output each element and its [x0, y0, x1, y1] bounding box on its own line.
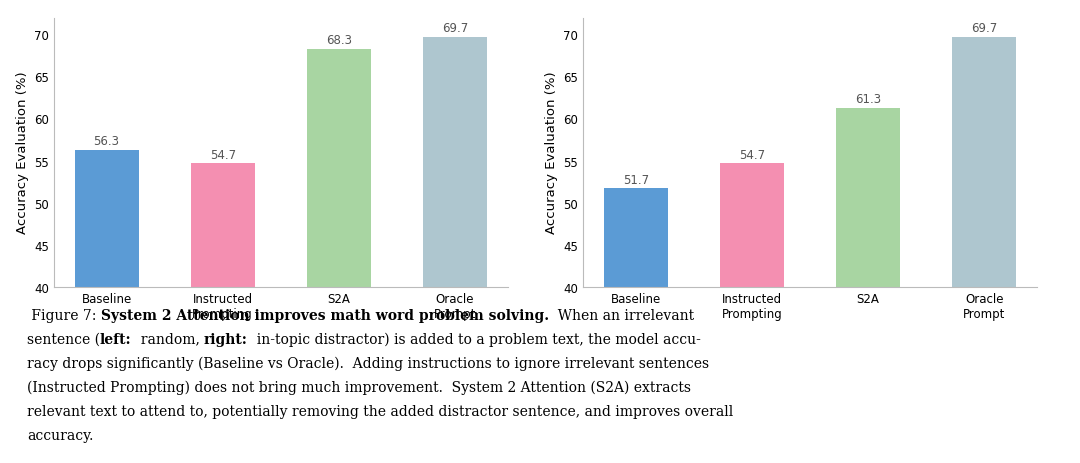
Bar	[191, 164, 255, 463]
Bar	[423, 38, 487, 463]
Text: System 2 Attention improves math word problem solving.: System 2 Attention improves math word pr…	[100, 308, 549, 322]
Text: 56.3: 56.3	[94, 135, 120, 148]
Bar	[307, 50, 370, 463]
Bar	[836, 108, 900, 463]
Text: 68.3: 68.3	[326, 34, 352, 47]
Text: racy drops significantly (Baseline vs Oracle).  Adding instructions to ignore ir: racy drops significantly (Baseline vs Or…	[27, 356, 710, 370]
Text: 54.7: 54.7	[739, 148, 765, 161]
Text: sentence (: sentence (	[27, 332, 100, 346]
Text: right:: right:	[204, 332, 247, 346]
Text: random,: random,	[132, 332, 204, 346]
Text: When an irrelevant: When an irrelevant	[549, 308, 694, 322]
Text: 69.7: 69.7	[971, 22, 997, 35]
Bar	[75, 150, 138, 463]
Text: 51.7: 51.7	[623, 173, 649, 186]
Bar	[604, 189, 667, 463]
Bar	[720, 164, 784, 463]
Text: left:: left:	[100, 332, 132, 346]
Y-axis label: Accuracy Evaluation (%): Accuracy Evaluation (%)	[545, 72, 558, 234]
Bar	[953, 38, 1016, 463]
Y-axis label: Accuracy Evaluation (%): Accuracy Evaluation (%)	[16, 72, 29, 234]
Text: (Instructed Prompting) does not bring much improvement.  System 2 Attention (S2A: (Instructed Prompting) does not bring mu…	[27, 380, 691, 394]
Text: 69.7: 69.7	[442, 22, 468, 35]
Text: 54.7: 54.7	[210, 148, 235, 161]
Text: relevant text to attend to, potentially removing the added distractor sentence, : relevant text to attend to, potentially …	[27, 404, 733, 418]
Text: in-topic distractor) is added to a problem text, the model accu-: in-topic distractor) is added to a probl…	[247, 332, 701, 346]
Text: 61.3: 61.3	[855, 93, 881, 106]
Text: Figure 7:: Figure 7:	[27, 308, 100, 322]
Text: accuracy.: accuracy.	[27, 428, 93, 442]
